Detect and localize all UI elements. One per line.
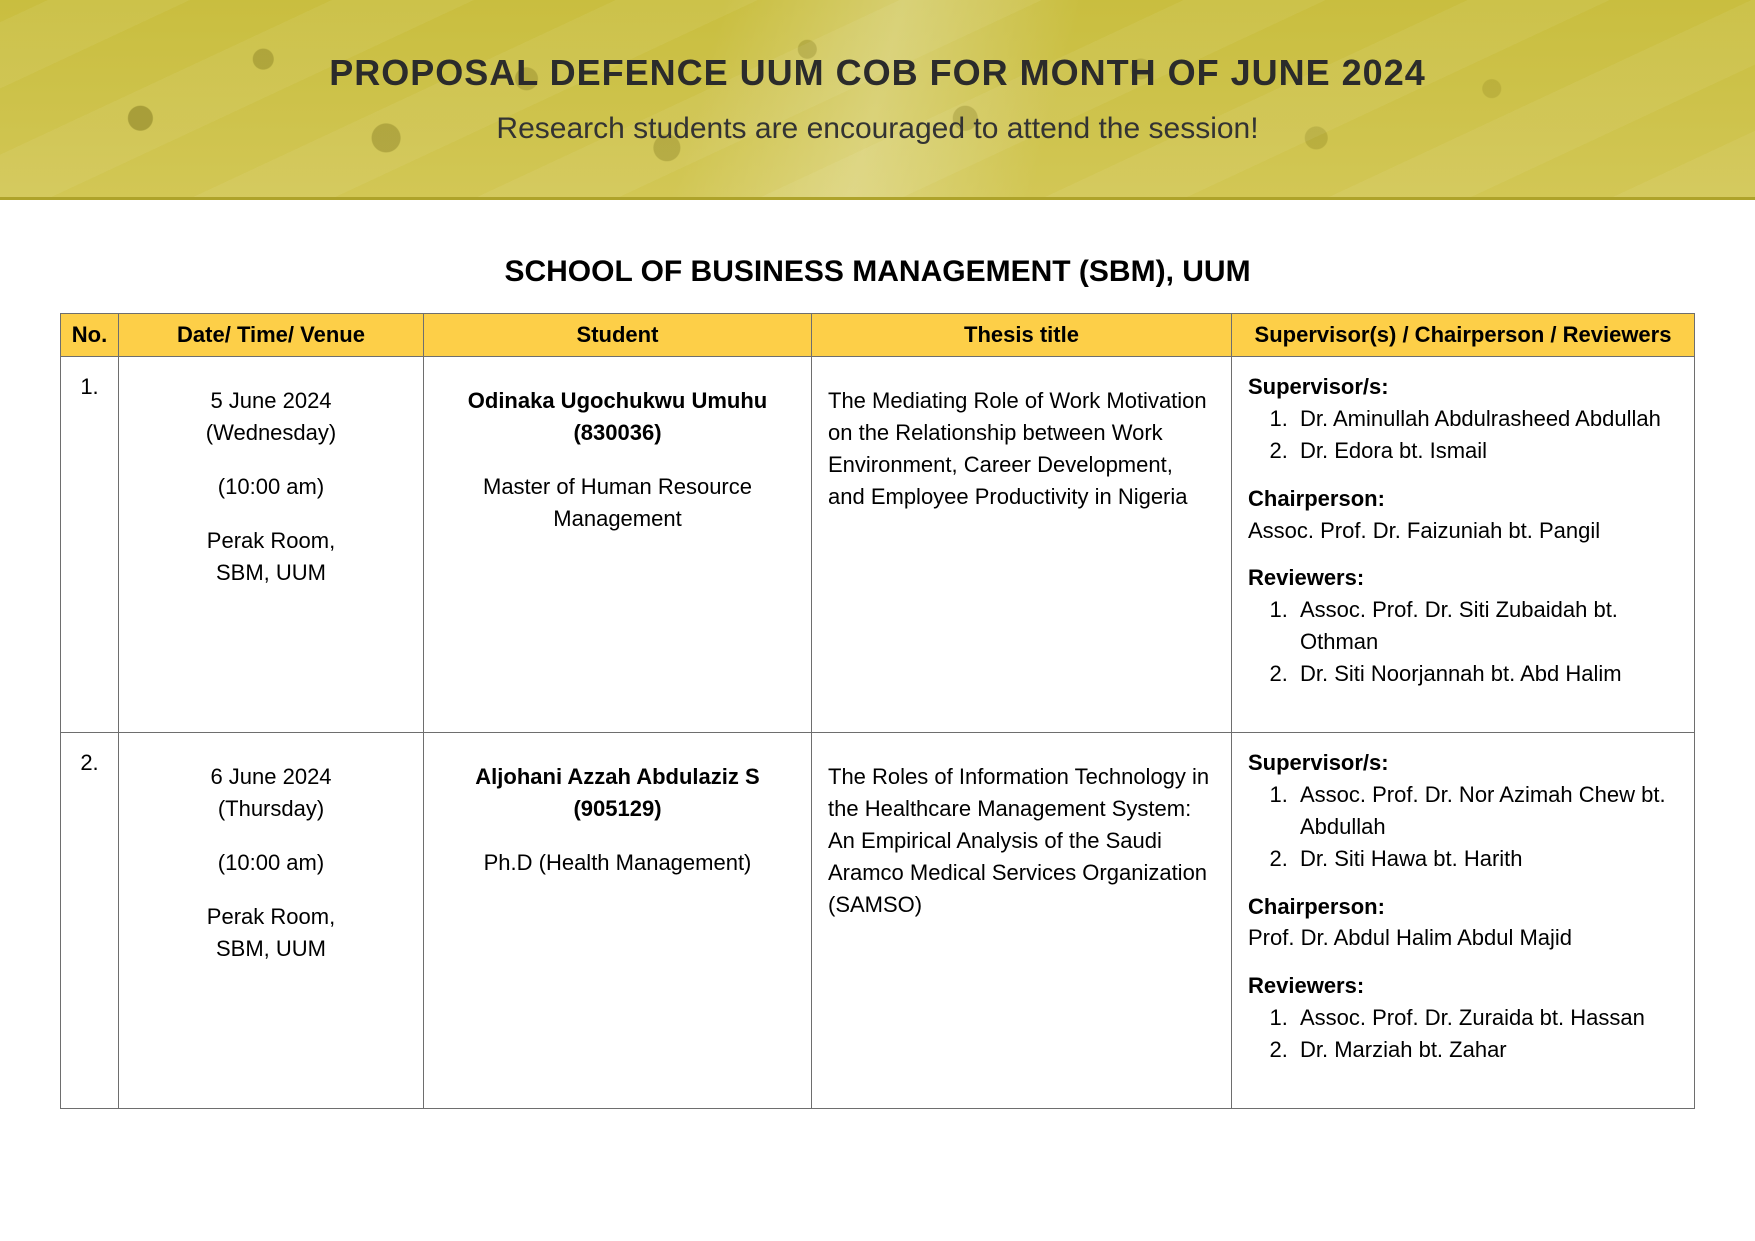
cell-no: 2. — [61, 733, 119, 1109]
list-item: Dr. Edora bt. Ismail — [1294, 435, 1678, 467]
list-item: Dr. Siti Noorjannah bt. Abd Halim — [1294, 658, 1678, 690]
student-name: Odinaka Ugochukwu Umuhu — [440, 385, 795, 417]
student-id: (905129) — [440, 793, 795, 825]
cell-date: 6 June 2024(Thursday) (10:00 am) Perak Roo… — [119, 733, 424, 1109]
time: (10:00 am) — [135, 847, 407, 879]
thesis-title: The Roles of Information Technology in t… — [828, 761, 1215, 920]
banner-title: PROPOSAL DEFENCE UUM COB FOR MONTH OF JU… — [329, 52, 1425, 94]
content-wrap: SCHOOL OF BUSINESS MANAGEMENT (SBM), UUM… — [0, 255, 1755, 1229]
table-header-row: No. Date/ Time/ Venue Student Thesis tit… — [61, 314, 1695, 357]
banner-subtitle: Research students are encouraged to atte… — [496, 112, 1258, 146]
section-title: SCHOOL OF BUSINESS MANAGEMENT (SBM), UUM — [60, 255, 1695, 289]
student-id: (830036) — [440, 417, 795, 449]
list-item: Dr. Siti Hawa bt. Harith — [1294, 843, 1678, 875]
col-supervisors: Supervisor(s) / Chairperson / Reviewers — [1232, 314, 1695, 357]
list-item: Dr. Aminullah Abdulrasheed Abdullah — [1294, 403, 1678, 435]
col-no: No. — [61, 314, 119, 357]
list-item: Assoc. Prof. Dr. Zuraida bt. Hassan — [1294, 1002, 1678, 1034]
table-row: 1. 5 June 2024(Wednesday) (10:00 am) Perak … — [61, 357, 1695, 733]
supervisors-label: Supervisor/s: — [1248, 750, 1389, 775]
reviewers-list: Assoc. Prof. Dr. Zuraida bt. HassanDr. M… — [1248, 1002, 1678, 1066]
day: (Wednesday) — [135, 417, 407, 449]
programme: Master of Human Resource Management — [440, 471, 795, 535]
programme: Ph.D (Health Management) — [440, 847, 795, 879]
cell-no: 1. — [61, 357, 119, 733]
day: (Thursday) — [135, 793, 407, 825]
cell-student: Odinaka Ugochukwu Umuhu(830036) Master of… — [424, 357, 812, 733]
student-name: Aljohani Azzah Abdulaziz S — [440, 761, 795, 793]
reviewers-label: Reviewers: — [1248, 565, 1364, 590]
cell-people: Supervisor/s: Assoc. Prof. Dr. Nor Azimah… — [1232, 733, 1695, 1109]
venue: Perak Room, — [135, 525, 407, 557]
col-thesis: Thesis title — [812, 314, 1232, 357]
supervisors-list: Dr. Aminullah Abdulrasheed AbdullahDr. E… — [1248, 403, 1678, 467]
chairperson-label: Chairperson: — [1248, 891, 1678, 923]
chairperson-label: Chairperson: — [1248, 483, 1678, 515]
cell-student: Aljohani Azzah Abdulaziz S(905129) Ph.D (… — [424, 733, 812, 1109]
venue: Perak Room, — [135, 901, 407, 933]
col-student: Student — [424, 314, 812, 357]
cell-date: 5 June 2024(Wednesday) (10:00 am) Perak Ro… — [119, 357, 424, 733]
venue: SBM, UUM — [135, 933, 407, 965]
list-item: Assoc. Prof. Dr. Siti Zubaidah bt. Othma… — [1294, 594, 1678, 658]
cell-people: Supervisor/s: Dr. Aminullah Abdulrasheed … — [1232, 357, 1695, 733]
schedule-table: No. Date/ Time/ Venue Student Thesis tit… — [60, 313, 1695, 1109]
banner: PROPOSAL DEFENCE UUM COB FOR MONTH OF JU… — [0, 0, 1755, 200]
supervisors-list: Assoc. Prof. Dr. Nor Azimah Chew bt. Abd… — [1248, 779, 1678, 875]
time: (10:00 am) — [135, 471, 407, 503]
date: 6 June 2024 — [135, 761, 407, 793]
venue: SBM, UUM — [135, 557, 407, 589]
supervisors-label: Supervisor/s: — [1248, 374, 1389, 399]
thesis-title: The Mediating Role of Work Motivation on… — [828, 385, 1215, 513]
chairperson: Prof. Dr. Abdul Halim Abdul Majid — [1248, 922, 1678, 954]
table-row: 2. 6 June 2024(Thursday) (10:00 am) Perak R… — [61, 733, 1695, 1109]
cell-thesis: The Mediating Role of Work Motivation on… — [812, 357, 1232, 733]
list-item: Dr. Marziah bt. Zahar — [1294, 1034, 1678, 1066]
col-date: Date/ Time/ Venue — [119, 314, 424, 357]
cell-thesis: The Roles of Information Technology in t… — [812, 733, 1232, 1109]
date: 5 June 2024 — [135, 385, 407, 417]
reviewers-list: Assoc. Prof. Dr. Siti Zubaidah bt. Othma… — [1248, 594, 1678, 690]
reviewers-label: Reviewers: — [1248, 973, 1364, 998]
list-item: Assoc. Prof. Dr. Nor Azimah Chew bt. Abd… — [1294, 779, 1678, 843]
chairperson: Assoc. Prof. Dr. Faizuniah bt. Pangil — [1248, 515, 1678, 547]
